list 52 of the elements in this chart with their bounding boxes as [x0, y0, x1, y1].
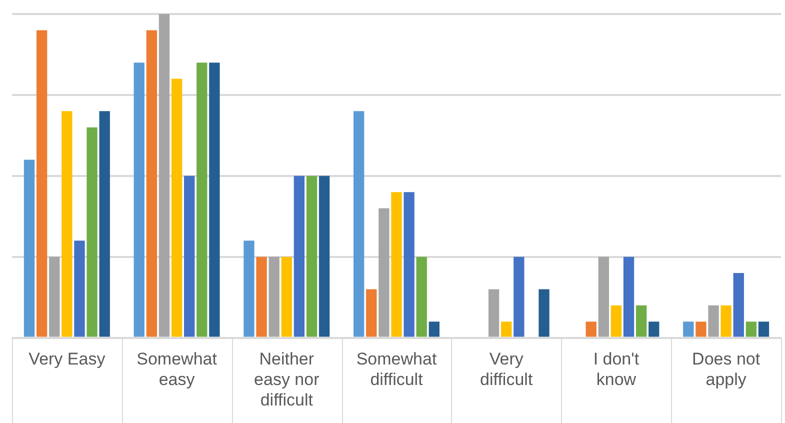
bar [586, 322, 596, 337]
bar [378, 208, 390, 337]
bar [184, 176, 195, 337]
bar [391, 192, 402, 337]
bar [366, 289, 377, 337]
x-tick-label: Somewhat easy [136, 350, 218, 390]
bar [636, 305, 647, 337]
bar [746, 322, 757, 337]
x-tick-label: Neither easy nor difficult [254, 350, 320, 410]
bar [488, 289, 500, 337]
bar [146, 30, 158, 337]
x-tick-label: Very difficult [480, 350, 533, 390]
bar [158, 14, 170, 337]
bar [62, 111, 72, 337]
bar [404, 192, 414, 337]
bar [268, 256, 280, 337]
bar [318, 176, 330, 337]
x-tick-label: Does not apply [692, 350, 760, 390]
bar [610, 305, 622, 337]
bar [696, 322, 706, 337]
bar [49, 256, 60, 337]
bar [733, 273, 744, 337]
bar [306, 176, 318, 337]
bar [196, 62, 208, 337]
bar [648, 322, 660, 337]
bar [134, 62, 144, 337]
bar [281, 256, 292, 337]
bar [623, 256, 634, 337]
bar [598, 256, 609, 337]
bar [24, 160, 35, 337]
bar [501, 322, 512, 337]
bar [708, 305, 719, 337]
bar [256, 256, 267, 337]
bar [720, 305, 732, 337]
bar [86, 127, 98, 337]
bar [538, 289, 550, 337]
bar [514, 256, 524, 337]
bar [294, 176, 305, 337]
x-tick-label: Somewhat difficult [356, 350, 437, 390]
x-tick-label: I don't know [593, 350, 640, 390]
bar [36, 30, 48, 337]
bar [209, 62, 220, 337]
bar [99, 111, 110, 337]
bar [354, 111, 364, 337]
bar [244, 240, 254, 337]
bar [416, 256, 427, 337]
bar [171, 78, 182, 337]
bar [683, 322, 694, 337]
x-tick-label: Very Easy [28, 350, 106, 369]
bar [758, 322, 770, 337]
bar [428, 322, 440, 337]
bar [74, 240, 85, 337]
